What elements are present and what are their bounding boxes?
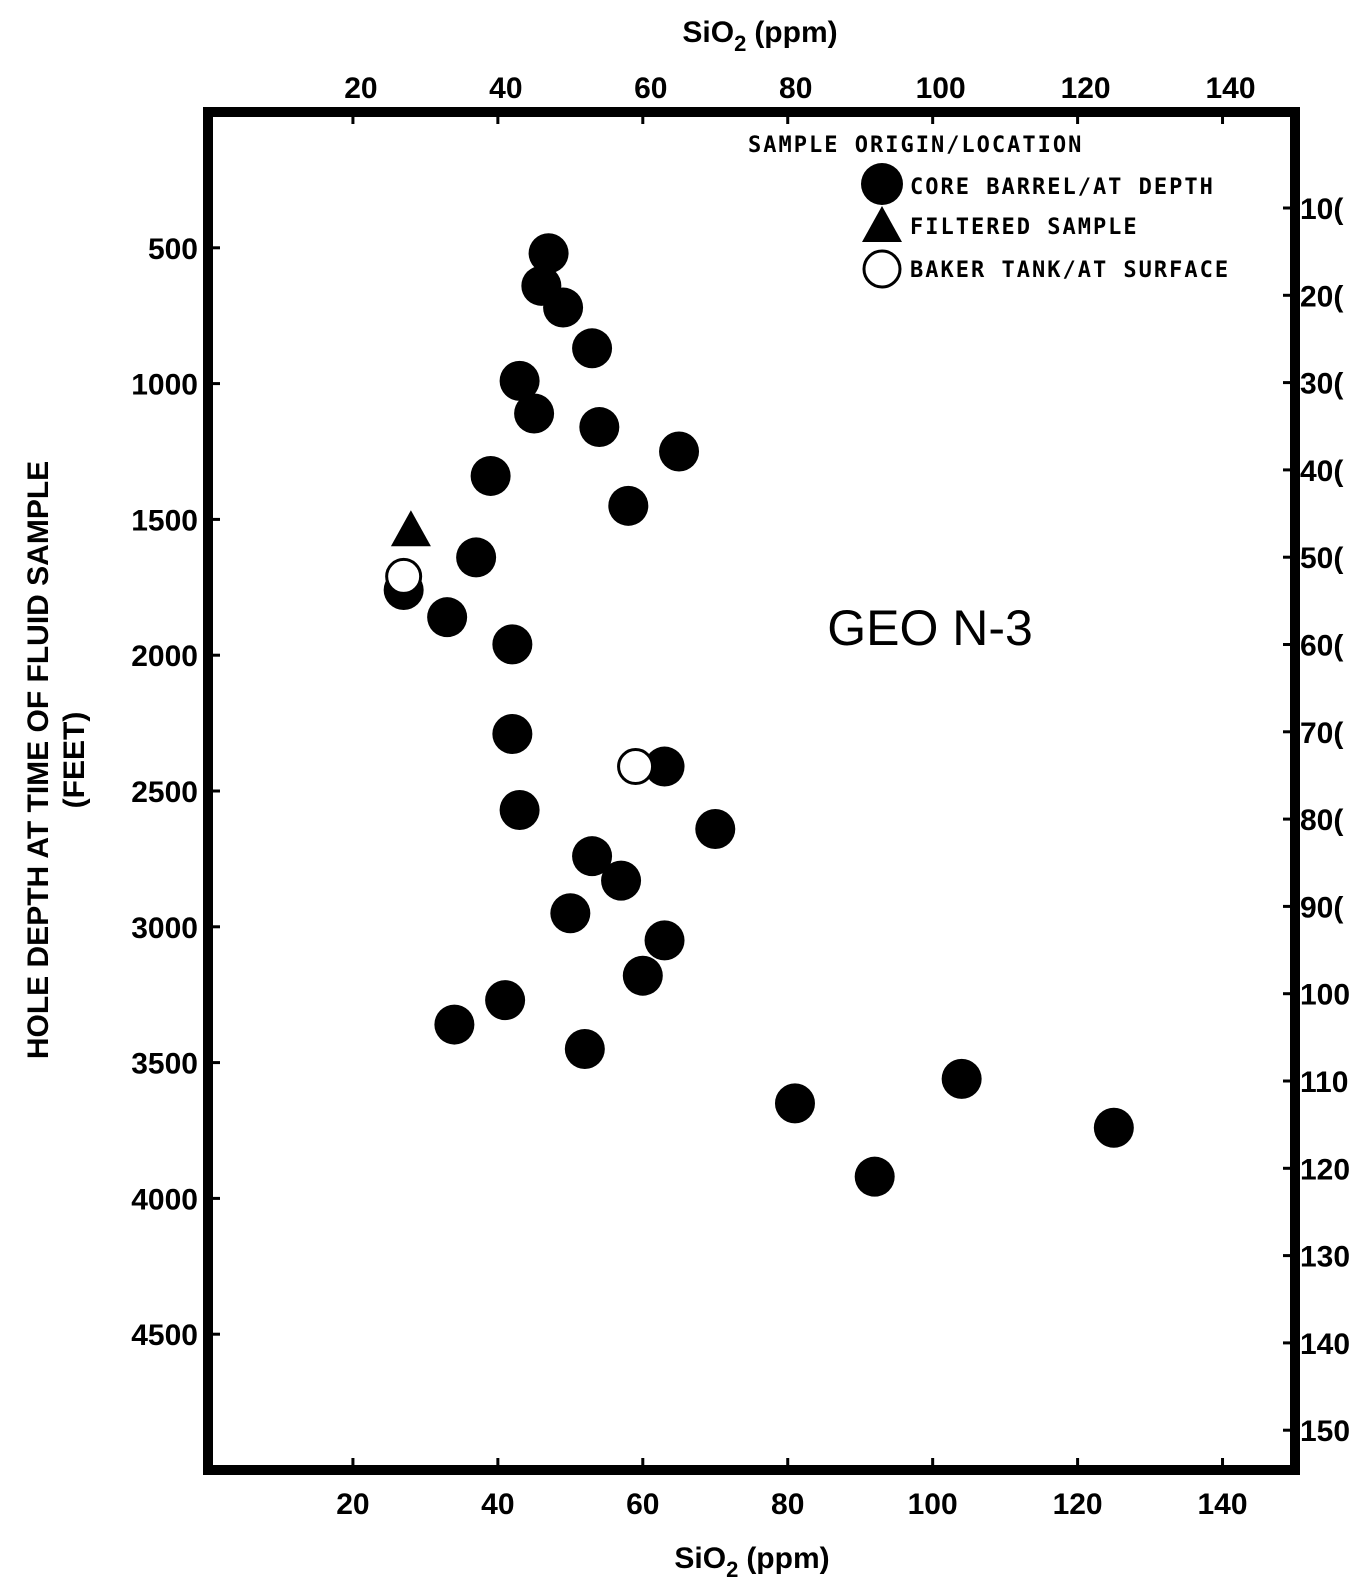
core-barrel-point — [550, 893, 591, 934]
plot-frame — [203, 107, 1300, 1475]
y-tick-label-right: 150 — [1300, 1415, 1350, 1448]
core-barrel-point — [528, 233, 569, 274]
legend-entry-core-barrel: CORE BARREL/AT DEPTH — [910, 175, 1215, 200]
y-tick-label-left: 1000 — [131, 369, 198, 402]
core-barrel-point — [659, 431, 700, 472]
y-tick-label-right: 50( — [1300, 542, 1343, 575]
core-barrel-point — [608, 485, 649, 526]
x-axis-title-top-unit: (ppm) — [754, 16, 837, 49]
x-axis-title-top: SiO2 (ppm) — [682, 16, 837, 56]
y-tick-label-right: 10( — [1300, 193, 1343, 226]
y-tick-label-left: 3000 — [131, 912, 198, 945]
x-axis-title-top-sub: 2 — [734, 31, 746, 56]
y-tick-label-left: 4000 — [131, 1183, 198, 1216]
core-barrel-point — [941, 1058, 982, 1099]
core-barrel-point — [499, 790, 540, 831]
x-tick-label-bottom: 140 — [1198, 1488, 1248, 1521]
legend-entry-filtered: FILTERED SAMPLE — [910, 215, 1139, 240]
core-barrel-point — [644, 920, 685, 961]
data-marks — [383, 233, 1134, 1197]
core-barrel-point — [514, 393, 555, 434]
y-tick-label-right: 100 — [1300, 979, 1350, 1012]
y-tick-label-right: 60( — [1300, 630, 1343, 663]
x-axis-title-bottom-unit: (ppm) — [746, 1542, 829, 1575]
core-barrel-point — [492, 713, 533, 754]
core-barrel-point — [644, 746, 685, 787]
legend: SAMPLE ORIGIN/LOCATION CORE BARREL/AT DE… — [748, 133, 1230, 289]
y-tick-label-right: 130 — [1300, 1241, 1350, 1274]
y-tick-label-right: 70( — [1300, 717, 1343, 750]
y-tick-label-right: 110 — [1300, 1066, 1348, 1099]
x-tick-label-top: 120 — [1061, 72, 1111, 105]
core-barrel-point — [427, 597, 468, 638]
y-tick-label-left: 500 — [148, 233, 198, 266]
x-tick-label-bottom: 60 — [626, 1488, 659, 1521]
y-tick-label-right: 90( — [1300, 891, 1343, 924]
legend-entry-baker-tank: BAKER TANK/AT SURFACE — [910, 258, 1230, 283]
baker-tank-point — [617, 748, 655, 786]
core-barrel-point — [1093, 1107, 1134, 1148]
x-tick-label-top: 80 — [779, 72, 812, 105]
y-tick-label-left: 2500 — [131, 776, 198, 809]
core-barrel-point — [572, 836, 613, 877]
y-tick-label-left: 4500 — [131, 1319, 198, 1352]
x-tick-label-bottom: 120 — [1053, 1488, 1103, 1521]
legend-filled-circle-marker — [861, 163, 903, 205]
y-axis-title-line2: (FEET) — [58, 712, 91, 809]
core-barrel-point — [579, 407, 620, 448]
x-axis-title-bottom: SiO2 (ppm) — [674, 1542, 829, 1582]
core-barrel-point — [774, 1083, 815, 1124]
well-annotation: GEO N-3 — [827, 600, 1033, 656]
core-barrel-point — [492, 624, 533, 665]
axis-ticks: 20 20 40 40 60 60 80 80 100 100 120 120 140 140 500 100… — [131, 72, 1350, 1521]
y-tick-label-left: 1500 — [131, 504, 198, 537]
x-tick-label-bottom: 20 — [336, 1488, 369, 1521]
legend-triangle-marker — [862, 206, 902, 242]
core-barrel-point — [572, 328, 613, 369]
y-tick-label-right: 140 — [1300, 1328, 1350, 1361]
x-tick-label-bottom: 100 — [908, 1488, 958, 1521]
core-barrel-point — [456, 537, 497, 578]
core-barrel-point — [601, 860, 642, 901]
core-barrel-point — [485, 980, 526, 1021]
x-tick-label-top: 60 — [634, 72, 667, 105]
core-barrel-point — [499, 360, 540, 401]
legend-title: SAMPLE ORIGIN/LOCATION — [748, 133, 1083, 158]
x-axis-title-bottom-main: SiO — [674, 1542, 726, 1575]
baker-tank-point — [385, 557, 423, 595]
core-barrel-point — [854, 1156, 895, 1197]
y-tick-label-right: 40( — [1300, 455, 1343, 488]
y-tick-label-right: 20( — [1300, 280, 1343, 313]
x-tick-label-top: 20 — [344, 72, 377, 105]
core-barrel-point — [434, 1004, 475, 1045]
core-barrel-point — [564, 1029, 605, 1070]
core-barrel-point — [695, 809, 736, 850]
x-tick-label-bottom: 40 — [481, 1488, 514, 1521]
y-tick-label-right: 30( — [1300, 368, 1343, 401]
x-tick-label-top: 140 — [1206, 72, 1256, 105]
core-barrel-point — [622, 955, 663, 996]
y-tick-label-right: 80( — [1300, 804, 1343, 837]
x-tick-label-top: 100 — [916, 72, 966, 105]
x-tick-label-top: 40 — [489, 72, 522, 105]
y-tick-label-left: 2000 — [131, 640, 198, 673]
x-axis-title-bottom-sub: 2 — [726, 1557, 738, 1582]
y-axis-title-line1: HOLE DEPTH AT TIME OF FLUID SAMPLE — [22, 461, 55, 1059]
y-tick-label-left: 3500 — [131, 1048, 198, 1081]
y-tick-label-right: 120 — [1300, 1153, 1350, 1186]
x-tick-label-bottom: 80 — [771, 1488, 804, 1521]
core-barrel-point — [470, 455, 511, 496]
x-axis-title-top-main: SiO — [682, 16, 734, 49]
core-barrel-point — [543, 287, 584, 328]
filtered-sample-point — [390, 510, 431, 547]
legend-open-circle-marker — [862, 249, 902, 289]
